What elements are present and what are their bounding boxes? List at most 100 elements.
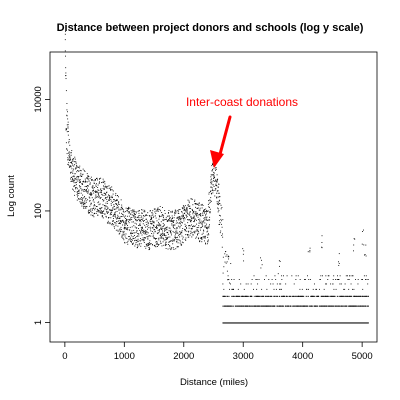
data-point: [305, 305, 307, 307]
data-point: [124, 216, 125, 218]
data-point: [160, 237, 162, 239]
data-point: [242, 253, 244, 255]
data-point: [169, 245, 171, 247]
data-point: [81, 183, 83, 185]
data-point: [116, 210, 118, 212]
data-point: [192, 210, 193, 212]
data-point: [105, 186, 107, 187]
data-point: [163, 239, 165, 241]
data-point: [341, 295, 343, 297]
data-point: [135, 218, 137, 220]
data-point: [109, 188, 111, 190]
data-point: [322, 295, 324, 297]
data-point: [90, 211, 92, 213]
data-point: [152, 244, 153, 246]
data-point: [67, 134, 69, 136]
data-point: [134, 226, 136, 228]
data-point: [131, 239, 133, 241]
data-point: [207, 241, 209, 243]
data-point: [150, 215, 152, 217]
data-point: [176, 217, 178, 219]
data-point: [88, 196, 90, 198]
data-point: [156, 242, 158, 244]
data-point: [152, 227, 154, 229]
data-point: [325, 305, 327, 307]
data-point: [159, 215, 161, 217]
data-point: [173, 224, 175, 226]
data-point: [339, 295, 341, 297]
data-point: [92, 190, 94, 192]
data-point: [68, 159, 70, 161]
data-point: [89, 212, 91, 213]
data-point: [218, 196, 220, 198]
data-point: [165, 248, 167, 249]
data-point: [296, 305, 298, 307]
data-point: [139, 229, 141, 231]
data-point: [226, 261, 228, 263]
data-point: [150, 221, 152, 223]
data-point: [192, 211, 194, 213]
data-point: [165, 241, 167, 243]
data-point: [65, 55, 66, 57]
data-point: [161, 236, 163, 238]
data-point: [261, 288, 263, 290]
data-point: [226, 305, 228, 307]
data-point: [144, 231, 146, 233]
data-point: [292, 305, 293, 307]
data-point: [112, 193, 114, 195]
data-point: [173, 222, 175, 223]
data-point: [85, 207, 87, 209]
data-point: [136, 220, 138, 222]
data-point: [229, 282, 230, 284]
data-point: [129, 226, 131, 228]
data-point: [118, 222, 120, 224]
data-point: [299, 305, 301, 307]
data-point: [76, 199, 78, 201]
data-point: [342, 295, 344, 297]
data-point: [159, 210, 161, 212]
data-point: [91, 194, 92, 196]
data-point: [117, 230, 119, 232]
data-point: [157, 210, 159, 212]
data-point: [210, 191, 212, 193]
data-point: [64, 33, 66, 35]
data-point: [112, 201, 114, 203]
data-point: [337, 275, 338, 277]
data-point: [98, 204, 100, 206]
data-point: [213, 186, 215, 187]
data-point: [97, 209, 99, 211]
data-point: [193, 221, 195, 222]
data-point: [338, 264, 340, 266]
data-point: [202, 212, 203, 214]
data-point: [105, 209, 107, 211]
data-point: [115, 208, 117, 210]
data-point: [144, 209, 146, 211]
data-point: [135, 232, 137, 234]
data-point: [294, 305, 296, 307]
data-point: [65, 67, 67, 69]
data-point: [80, 201, 82, 203]
data-point: [206, 210, 208, 211]
data-point: [175, 233, 176, 235]
data-point: [122, 224, 124, 226]
data-point: [74, 173, 76, 175]
data-point: [202, 236, 204, 238]
data-point: [160, 227, 162, 229]
data-point: [152, 227, 153, 229]
data-point: [81, 188, 83, 190]
data-point: [103, 189, 105, 190]
data-point: [169, 215, 170, 217]
data-point: [219, 199, 221, 201]
data-point: [94, 209, 96, 211]
data-point: [164, 230, 166, 231]
data-point: [118, 203, 120, 205]
data-point: [197, 227, 199, 228]
data-point: [115, 223, 117, 225]
data-point: [178, 219, 180, 221]
data-point: [358, 305, 360, 307]
data-point: [167, 238, 168, 240]
data-point: [355, 295, 357, 297]
data-point: [80, 172, 82, 174]
data-point: [109, 209, 111, 211]
data-point: [149, 248, 150, 250]
